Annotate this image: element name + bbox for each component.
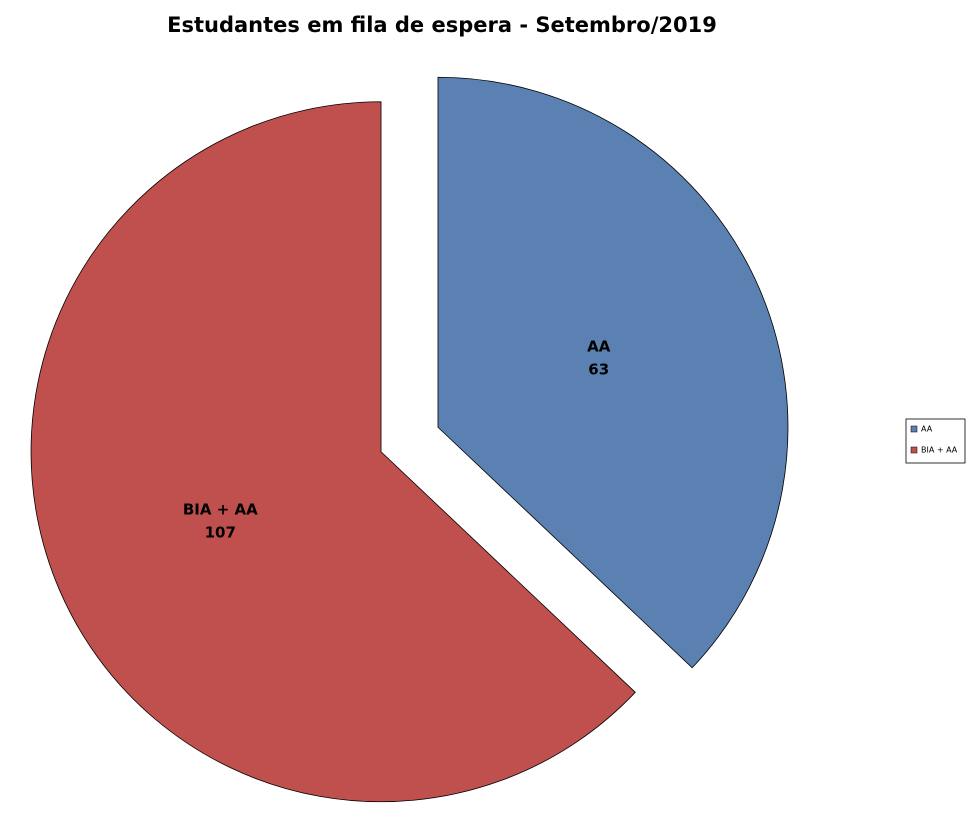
chart-title: Estudantes em fila de espera - Setembro/… bbox=[167, 13, 717, 37]
legend-label: AA bbox=[921, 425, 933, 434]
legend-swatch bbox=[910, 425, 918, 433]
legend-label: BIA + AA bbox=[921, 446, 958, 455]
data-label-name: AA bbox=[587, 338, 611, 356]
data-label-value: 107 bbox=[205, 523, 236, 541]
legend-swatch bbox=[910, 446, 918, 454]
legend-box bbox=[905, 418, 966, 464]
data-label-value: 63 bbox=[588, 361, 609, 379]
pie-slice bbox=[30, 101, 636, 803]
data-label-name: BIA + AA bbox=[183, 500, 258, 518]
pie-slice bbox=[437, 76, 789, 669]
